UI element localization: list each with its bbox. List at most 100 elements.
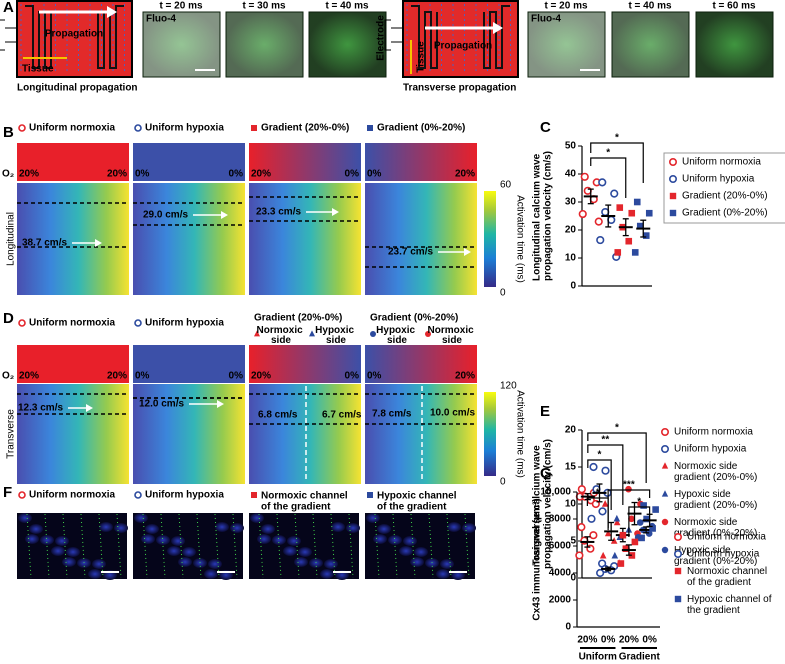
text-line: Hypoxic xyxy=(315,325,357,336)
o2-end: 0% xyxy=(345,371,360,382)
text-line: gradient (0%-20%) xyxy=(674,528,757,539)
legend-label: Uniform hypoxia xyxy=(682,174,755,185)
marker xyxy=(645,209,653,217)
error-bar xyxy=(625,544,632,556)
electrode-label: Electrode xyxy=(376,15,387,61)
nucleus xyxy=(141,534,155,544)
time-label: t = 30 ms xyxy=(242,1,286,12)
nucleus xyxy=(366,513,380,523)
marker xyxy=(599,551,607,559)
nucleus xyxy=(294,557,308,567)
nucleus xyxy=(208,559,222,569)
text-line: Hypoxic xyxy=(376,325,418,336)
marker xyxy=(425,331,431,337)
significance-label: * xyxy=(615,423,619,434)
electrode-wire xyxy=(384,19,403,51)
cx43 xyxy=(44,513,50,579)
activation-map xyxy=(17,183,129,295)
nucleus xyxy=(167,546,181,556)
cx43 xyxy=(464,513,470,579)
y-axis-label: Transverse calcium wave propagation velo… xyxy=(531,439,553,569)
o2-end: 20% xyxy=(107,371,127,382)
marker xyxy=(254,330,260,337)
y-tick-label: 10 xyxy=(565,253,577,264)
marker xyxy=(578,209,587,219)
nucleus xyxy=(193,558,207,568)
activation-map xyxy=(249,384,361,484)
marker xyxy=(604,529,612,537)
micrograph xyxy=(226,12,303,77)
o2-end: 0% xyxy=(135,371,150,382)
micrograph xyxy=(528,12,605,77)
legend-label: Uniform normoxia xyxy=(674,427,753,438)
text-line: side xyxy=(271,335,291,346)
group-label: Uniform xyxy=(579,652,617,663)
side-label: Normoxic side xyxy=(428,325,477,346)
activation-map xyxy=(133,183,245,295)
panel-label: A xyxy=(3,0,14,16)
legend-label: Hypoxic channel of the gradient xyxy=(687,594,774,616)
nucleus xyxy=(134,513,148,523)
colorbar-title: Activation time (ms) xyxy=(514,390,525,478)
legend-label: Uniform normoxia xyxy=(687,532,766,543)
o2-bar xyxy=(249,143,361,181)
velocity-label: 10.0 cm/s xyxy=(430,408,475,419)
o2-label: O₂ xyxy=(2,169,14,180)
o2-end: 20% xyxy=(455,371,475,382)
significance-bracket xyxy=(587,432,647,483)
y-tick-label: 0 xyxy=(570,573,576,584)
x-tick-label: 20% xyxy=(577,635,597,646)
micrograph-frame xyxy=(695,11,774,78)
colorbar-min: 0 xyxy=(500,477,506,488)
channel xyxy=(411,5,510,69)
marker xyxy=(668,175,677,184)
colorbar-title: Activation time (ms) xyxy=(514,195,525,283)
marker xyxy=(661,546,669,554)
error-bar xyxy=(640,219,647,238)
marker xyxy=(625,485,632,493)
marker xyxy=(601,207,610,217)
error-bar xyxy=(596,483,603,503)
y-tick-label: 15 xyxy=(565,462,577,473)
marker xyxy=(660,427,669,436)
arrow-head xyxy=(332,208,339,216)
significance-bracket xyxy=(587,444,624,505)
micrograph-frame xyxy=(225,11,304,78)
o2-end: 20% xyxy=(107,169,127,180)
nucleus xyxy=(156,535,170,545)
micrograph xyxy=(365,513,475,579)
o2-bar xyxy=(365,143,477,181)
marker xyxy=(660,444,669,453)
nucleus xyxy=(462,523,476,533)
cx43 xyxy=(142,513,148,579)
cx43 xyxy=(178,513,184,579)
text-line: of the gradient xyxy=(377,501,447,512)
cx43 xyxy=(312,513,318,579)
nucleus xyxy=(410,557,424,567)
significance-bracket xyxy=(590,157,627,198)
legend-label: Hypoxic side gradient (0%-20%) xyxy=(674,545,757,567)
y-tick-label: 4000 xyxy=(549,568,572,579)
legend-label: Gradient (20%-0%) xyxy=(682,191,768,202)
marker xyxy=(669,209,677,217)
text-line: Normoxic xyxy=(257,325,306,336)
text-line: of the gradient xyxy=(687,577,751,588)
y-tick-label: 10 xyxy=(565,499,577,510)
activation-map xyxy=(133,384,245,484)
cx43 xyxy=(160,513,166,579)
error-bar xyxy=(587,188,594,205)
nucleus xyxy=(377,524,391,534)
cx43 xyxy=(276,513,282,579)
significance-label: * xyxy=(596,488,600,499)
marker xyxy=(577,522,586,532)
panel-label: G xyxy=(540,465,552,482)
nucleus xyxy=(346,523,360,533)
legend-label: Normoxic side gradient (0%-20%) xyxy=(674,517,757,539)
text-line: Longitudinal calcium wave xyxy=(531,151,542,281)
o2-bar xyxy=(365,345,477,383)
tissue-label: Tissue xyxy=(416,41,427,73)
arrow-head xyxy=(464,248,471,256)
legend-label: Uniform normoxia xyxy=(682,157,761,168)
text-line: Hypoxic side xyxy=(674,545,733,556)
micrograph-frame xyxy=(142,11,221,78)
